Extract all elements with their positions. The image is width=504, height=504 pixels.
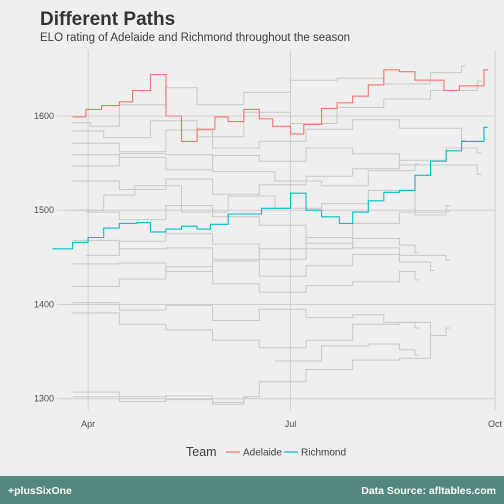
chart-title: Different Paths bbox=[40, 9, 176, 30]
other-team-line bbox=[85, 233, 419, 260]
other-team-line bbox=[72, 65, 466, 127]
other-team-line bbox=[72, 266, 419, 293]
legend-label-adelaide: Adelaide bbox=[243, 448, 282, 459]
other-team-line bbox=[72, 205, 451, 260]
other-team-line bbox=[72, 327, 451, 405]
legend-title: Team bbox=[186, 445, 217, 459]
x-tick-label: Apr bbox=[81, 419, 95, 429]
y-tick-label: 1600 bbox=[34, 111, 54, 121]
other-team-line bbox=[72, 147, 482, 175]
other-team-line bbox=[72, 254, 435, 277]
other-team-line bbox=[72, 153, 419, 187]
y-tick-label: 1500 bbox=[34, 205, 54, 215]
grid-layer bbox=[57, 50, 496, 410]
brand-label: +plusSixOne bbox=[8, 485, 72, 497]
x-tick-label: Jul bbox=[285, 419, 297, 429]
series-line-adelaide bbox=[72, 69, 488, 142]
x-tick-label: Oct bbox=[488, 419, 503, 429]
other-team-line bbox=[72, 395, 248, 403]
elo-chart: 1300 1400 1500 1600 Apr Jul Oct Team Adelaide … bbox=[34, 50, 503, 459]
other-team-line bbox=[72, 312, 435, 349]
other-team-line bbox=[72, 119, 466, 153]
axis-labels: 1300 1400 1500 1600 Apr Jul Oct bbox=[34, 111, 503, 429]
legend: Team Adelaide Richmond bbox=[186, 445, 346, 459]
y-tick-label: 1400 bbox=[34, 299, 54, 309]
footer-bar: +plusSixOne Data Source: afltables.com bbox=[0, 476, 504, 504]
other-team-line bbox=[85, 205, 451, 261]
other-team-line bbox=[72, 147, 482, 195]
legend-label-richmond: Richmond bbox=[301, 448, 346, 459]
other-team-line bbox=[72, 302, 419, 329]
highlighted-series bbox=[52, 69, 488, 250]
data-source-label: Data Source: afltables.com bbox=[361, 485, 496, 497]
other-team-line bbox=[72, 80, 482, 139]
other-teams-lines bbox=[72, 65, 482, 405]
other-team-line bbox=[72, 185, 451, 216]
y-tick-label: 1300 bbox=[34, 394, 54, 404]
other-team-line bbox=[274, 343, 419, 362]
chart-subtitle: ELO rating of Adelaide and Richmond thro… bbox=[40, 32, 351, 44]
series-line-richmond bbox=[52, 126, 488, 250]
